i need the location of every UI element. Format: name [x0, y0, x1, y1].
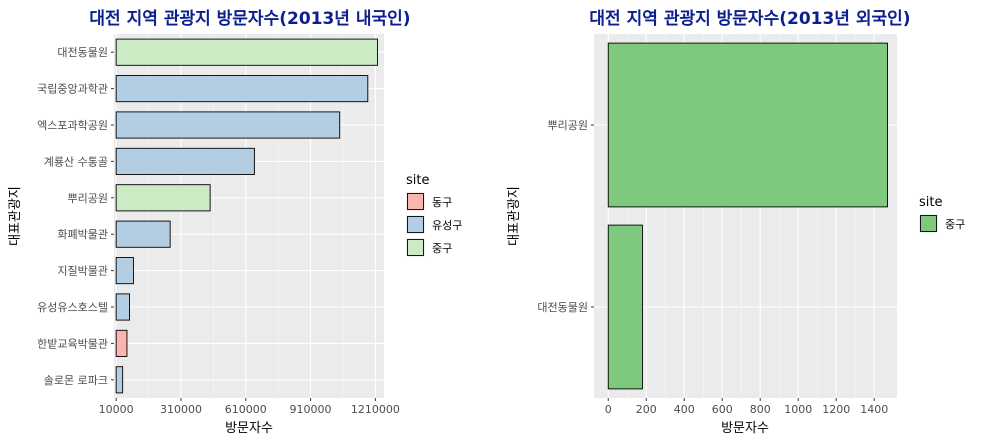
x-tick-label: 610000 [225, 403, 267, 416]
domestic-chart: 대전 지역 관광지 방문자수(2013년 내국인) 대전동물원국립중앙과학관엑스… [8, 9, 462, 436]
y-tick-label: 뿌리공원 [68, 192, 108, 205]
bar [115, 75, 369, 103]
chart-title: 대전 지역 관광지 방문자수(2013년 내국인) [89, 9, 410, 29]
bar [115, 257, 134, 285]
legend-label: 중구 [945, 218, 965, 231]
chart-title: 대전 지역 관광지 방문자수(2013년 외국인) [589, 9, 910, 29]
x-tick-label: 310000 [160, 403, 202, 416]
x-tick-label: 800 [750, 403, 771, 416]
y-axis-title: 대표관광지 [8, 186, 23, 246]
legend-key [920, 215, 937, 232]
x-tick-label: 1200 [822, 403, 850, 416]
legend-key [407, 193, 424, 210]
x-tick-label: 1000 [784, 403, 812, 416]
y-tick-label: 대전동물원 [57, 46, 108, 59]
legend-title: site [919, 195, 942, 210]
y-tick-label: 대전동물원 [537, 301, 588, 314]
x-tick-label: 910000 [290, 403, 332, 416]
bar [115, 184, 211, 212]
y-tick-label: 엑스포과학공원 [37, 119, 108, 132]
x-tick-label: 200 [636, 403, 657, 416]
legend-label: 동구 [432, 196, 452, 209]
bar [115, 329, 128, 357]
legend-title: site [406, 173, 429, 188]
x-axis-title: 방문자수 [721, 421, 769, 436]
legend: site 중구 [919, 195, 965, 233]
x-tick-label: 0 [605, 403, 612, 416]
y-tick-label: 화폐박물관 [57, 228, 108, 241]
x-tick-label: 600 [712, 403, 733, 416]
bar [607, 42, 888, 208]
legend-key [407, 216, 424, 233]
bar [115, 220, 171, 248]
bar [115, 293, 131, 321]
bar [115, 147, 255, 175]
y-tick-label: 뿌리공원 [548, 119, 588, 132]
y-tick-label: 지질박물관 [57, 265, 108, 278]
legend-label: 중구 [432, 242, 452, 255]
bar [607, 224, 643, 390]
x-axis-title: 방문자수 [225, 421, 273, 436]
y-tick-label: 계룡산 수통골 [44, 155, 108, 168]
y-tick-label: 국립중앙과학관 [37, 83, 108, 96]
y-tick-label: 솔로몬 로파크 [44, 374, 108, 387]
legend-label: 유성구 [432, 219, 462, 232]
y-tick-label: 유성유스호스텔 [37, 301, 108, 314]
x-tick-label: 10000 [99, 403, 134, 416]
y-tick-label: 한밭교육박물관 [37, 337, 108, 350]
x-tick-label: 400 [674, 403, 695, 416]
x-tick-label: 1400 [860, 403, 888, 416]
x-tick-label: 1210000 [351, 403, 400, 416]
bar [115, 111, 341, 139]
bar [115, 38, 378, 66]
bar [115, 366, 124, 394]
y-axis-title: 대표관광지 [507, 186, 522, 246]
legend-key [407, 239, 424, 256]
